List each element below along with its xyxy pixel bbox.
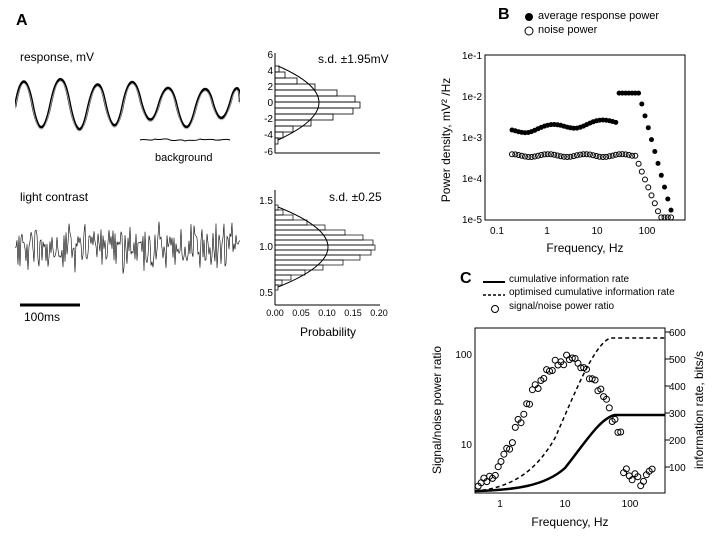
svg-text:10: 10 (461, 440, 473, 451)
panel-a-label: A (16, 12, 28, 30)
svg-text:0.00: 0.00 (266, 308, 284, 318)
panel-b-label: B (498, 6, 510, 24)
svg-text:600: 600 (669, 328, 686, 339)
svg-text:-6: -6 (264, 147, 273, 158)
svg-text:400: 400 (669, 382, 686, 393)
svg-text:1e-5: 1e-5 (462, 215, 482, 226)
svg-text:500: 500 (669, 355, 686, 366)
svg-text:0.5: 0.5 (260, 288, 273, 299)
svg-text:2: 2 (267, 82, 273, 93)
svg-text:Power density, mV² /Hz: Power density, mV² /Hz (439, 78, 453, 202)
svg-text:Frequency, Hz: Frequency, Hz (531, 515, 608, 529)
panel-c-legend-open (490, 304, 500, 314)
svg-text:1e-1: 1e-1 (462, 51, 482, 62)
svg-text:200: 200 (669, 436, 686, 447)
panel-b-chart: 1e-1 1e-2 1e-3 1e-4 1e-5 0.1 1 10 100 Fr… (435, 45, 700, 260)
background-label: background (155, 152, 213, 164)
panel-c-label: C (460, 270, 472, 288)
svg-text:-4: -4 (264, 130, 273, 141)
panel-b-legend-noise: noise power (538, 24, 597, 36)
svg-text:4: 4 (267, 66, 273, 77)
svg-text:100: 100 (455, 350, 472, 361)
svg-text:information rate, bits/s: information rate, bits/s (692, 351, 706, 469)
panel-c-legend-snr: signal/noise power ratio (509, 301, 614, 312)
svg-text:1.5: 1.5 (260, 196, 273, 207)
svg-text:10: 10 (559, 499, 571, 510)
svg-text:300: 300 (669, 409, 686, 420)
panel-c-legend-solid (483, 278, 505, 286)
svg-text:0.15: 0.15 (344, 308, 362, 318)
svg-text:0.1: 0.1 (490, 226, 504, 237)
panel-c-legend-dash (483, 291, 505, 299)
svg-text:0.10: 0.10 (318, 308, 336, 318)
svg-text:100: 100 (639, 226, 656, 237)
svg-text:0.05: 0.05 (292, 308, 310, 318)
probability-label: Probability (300, 325, 356, 339)
svg-text:-2: -2 (264, 114, 273, 125)
contrast-histogram: 1.5 1.0 0.5 0.00 0.05 0.10 0.15 0.20 (260, 185, 390, 320)
svg-text:Signal/noise power ratio: Signal/noise power ratio (430, 346, 444, 474)
svg-text:1: 1 (544, 226, 550, 237)
svg-text:0: 0 (267, 98, 273, 109)
svg-text:1.0: 1.0 (260, 242, 273, 253)
svg-text:10: 10 (591, 226, 603, 237)
svg-text:Frequency, Hz: Frequency, Hz (546, 241, 623, 255)
scalebar-label: 100ms (24, 310, 60, 324)
svg-text:100: 100 (622, 499, 639, 510)
panel-b-legend-marker-filled (524, 12, 534, 22)
svg-text:0.20: 0.20 (370, 308, 388, 318)
contrast-hist-title: s.d. ±0.25 (329, 190, 382, 204)
svg-text:1e-2: 1e-2 (462, 92, 482, 103)
response-waveform (15, 62, 240, 152)
panel-b-legend-marker-open (524, 26, 534, 36)
svg-text:1e-4: 1e-4 (462, 174, 482, 185)
panel-c-legend-opt: optimised cumulative information rate (509, 287, 675, 298)
svg-text:6: 6 (267, 50, 273, 61)
panel-b-legend-avg: average response power (538, 10, 659, 22)
panel-c-chart: 100 10 600 500 400 300 200 100 1 10 100 … (425, 318, 715, 538)
svg-text:1: 1 (497, 499, 503, 510)
svg-text:1e-3: 1e-3 (462, 133, 482, 144)
contrast-waveform (15, 205, 240, 290)
panel-c-legend-cum: cumulative information rate (509, 274, 629, 285)
svg-text:100: 100 (669, 463, 686, 474)
contrast-title: light contrast (20, 190, 88, 204)
response-hist-title: s.d. ±1.95mV (318, 52, 389, 66)
